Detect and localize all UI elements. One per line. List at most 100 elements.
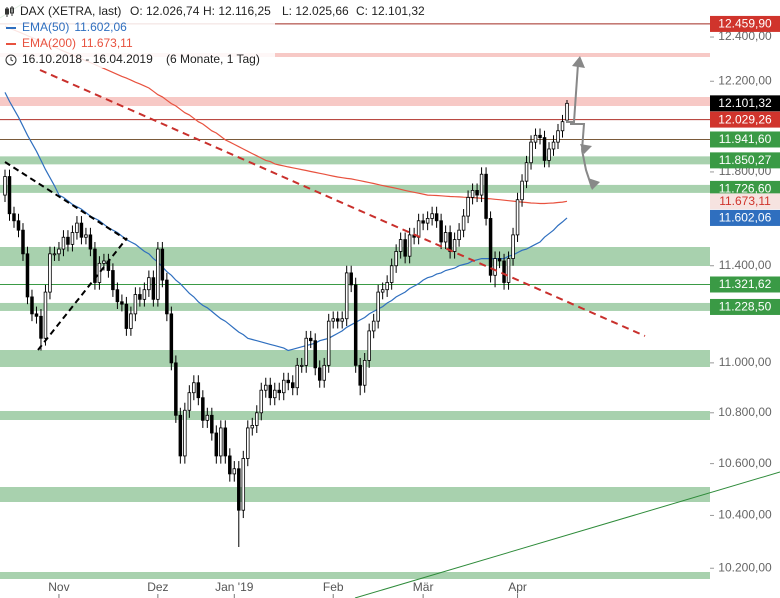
candle-body xyxy=(484,173,488,219)
legend-label: EMA(50) xyxy=(22,20,69,34)
candle-body xyxy=(57,248,61,255)
price-label-box xyxy=(710,209,780,226)
price-label: 11.941,60 xyxy=(719,132,772,146)
candle-body xyxy=(232,468,237,475)
clock-icon xyxy=(5,54,17,66)
candle-body xyxy=(273,389,277,399)
candle-body xyxy=(61,236,66,250)
period: (6 Monate, 1 Tag) xyxy=(166,52,260,66)
candle-body xyxy=(124,303,129,329)
candle-body xyxy=(385,282,389,291)
candle-body xyxy=(21,229,25,255)
price-label-box xyxy=(710,95,780,112)
candle-body xyxy=(515,199,520,236)
candle-body xyxy=(398,239,403,252)
candle-body xyxy=(421,220,425,224)
candle-body xyxy=(299,364,304,367)
support-zone xyxy=(0,487,710,502)
candle-body xyxy=(88,234,93,250)
candle-body xyxy=(547,148,551,161)
candle-body xyxy=(434,213,439,222)
candle-body xyxy=(533,134,538,143)
price-label: 11.321,62 xyxy=(719,277,772,291)
candle-body xyxy=(174,362,178,416)
candle-body xyxy=(403,239,407,257)
candle-body xyxy=(156,248,160,300)
y-tick-label: 11.400,00 xyxy=(719,258,772,272)
ema-line xyxy=(4,92,568,352)
candle-body xyxy=(165,279,169,315)
candle-body xyxy=(493,258,497,276)
candle-body xyxy=(52,253,57,256)
candle-body xyxy=(97,262,102,283)
candle-body xyxy=(277,389,282,394)
candle-body xyxy=(497,258,502,262)
candle-body xyxy=(142,289,147,300)
candle-body xyxy=(246,427,250,459)
candle-body xyxy=(308,337,313,342)
candle-body xyxy=(268,384,273,399)
trend-line xyxy=(39,69,646,337)
projection-arrow xyxy=(566,63,579,123)
candle-body xyxy=(187,392,192,411)
candle-body xyxy=(214,432,219,457)
candle-body xyxy=(389,265,394,283)
candle-body xyxy=(362,360,367,386)
y-tick-label: 10.400,00 xyxy=(718,508,772,522)
price-label: 12.029,26 xyxy=(718,112,772,126)
candle-body xyxy=(367,330,371,361)
candle-body xyxy=(255,412,259,426)
candle-body xyxy=(538,134,542,138)
candle-body xyxy=(7,176,12,215)
candle-body xyxy=(39,315,43,339)
candle-body xyxy=(34,313,39,317)
y-tick-label: 11.000,00 xyxy=(719,355,772,369)
y-tick-label: 12.400,00 xyxy=(718,29,772,43)
support-zone xyxy=(0,572,710,579)
candle-body xyxy=(556,130,560,143)
candle-body xyxy=(264,384,268,391)
candle-body xyxy=(304,337,308,366)
price-label: 12.459,90 xyxy=(718,17,772,31)
candle-body xyxy=(502,260,506,283)
close-value: C: 12.101,32 xyxy=(356,4,425,18)
candle-body xyxy=(529,141,533,164)
candle-body xyxy=(70,232,75,245)
level-band xyxy=(0,184,710,193)
candle-body xyxy=(16,220,21,231)
candle-body xyxy=(169,313,174,364)
legend-value: 11.602,06 xyxy=(74,20,127,34)
candles xyxy=(3,99,569,547)
candle-body xyxy=(3,176,7,196)
trend-line xyxy=(37,237,128,351)
candle-body xyxy=(93,248,97,283)
candle-body xyxy=(79,222,84,238)
candle-body xyxy=(237,468,241,511)
candle-body xyxy=(394,251,398,267)
y-tick-label: 10.200,00 xyxy=(718,560,772,574)
candle-body xyxy=(452,239,457,252)
x-tick-label: Nov xyxy=(48,580,69,594)
x-tick-label: Dez xyxy=(147,580,168,594)
price-label-box xyxy=(710,111,780,128)
candle-body xyxy=(115,289,120,303)
candle-body xyxy=(219,427,223,457)
x-tick-label: Apr xyxy=(508,580,527,594)
candle-body xyxy=(430,213,434,219)
candle-body xyxy=(353,284,358,366)
x-axis: Nov Dez Jan '19 Feb Mär Apr xyxy=(48,580,527,598)
candle-body xyxy=(178,414,183,457)
x-tick-label: Mär xyxy=(413,580,434,594)
price-label: 11.602,06 xyxy=(719,211,772,225)
price-label: 11.228,50 xyxy=(719,300,772,314)
candle-body xyxy=(326,320,331,366)
legend: EMA(50) 11.602,06 EMA(200) 11.673,11 xyxy=(6,20,133,50)
candle-body xyxy=(470,190,475,198)
date-range: 16.10.2018 - 16.04.2019 xyxy=(22,52,153,66)
trend-line xyxy=(4,161,128,241)
candle-body xyxy=(322,364,326,381)
candle-body xyxy=(506,258,511,283)
candle-body xyxy=(457,229,461,241)
candle-body xyxy=(228,455,232,475)
